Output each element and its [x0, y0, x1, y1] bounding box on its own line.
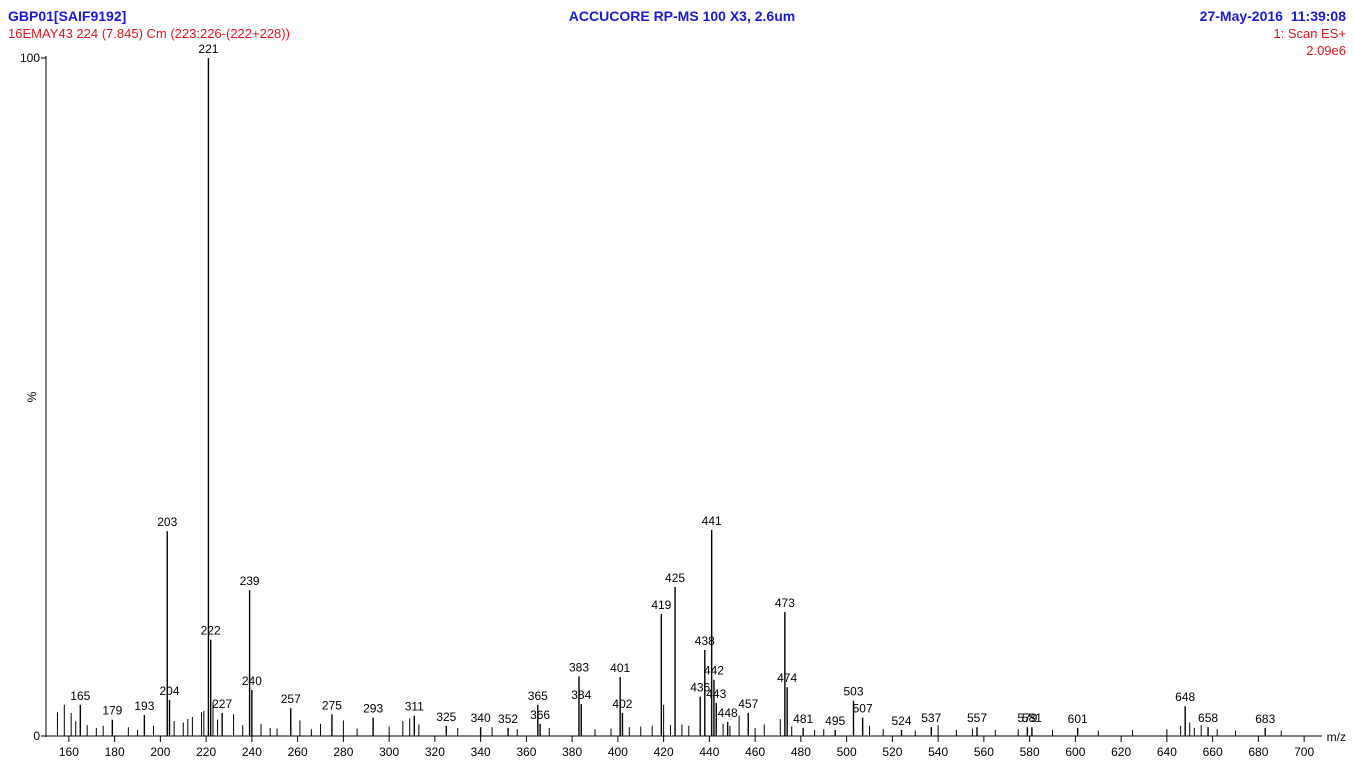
- peak-label: 507: [853, 702, 873, 716]
- peak-label: 165: [70, 689, 90, 703]
- peak-label: 441: [702, 514, 722, 528]
- peak-label: 658: [1198, 711, 1218, 725]
- peak-label: 537: [921, 711, 941, 725]
- peak-label: 179: [102, 704, 122, 718]
- x-tick-label: 180: [105, 745, 125, 759]
- x-tick-label: 300: [379, 745, 399, 759]
- x-tick-label: 420: [654, 745, 674, 759]
- x-tick-label: 340: [471, 745, 491, 759]
- x-tick-label: 240: [242, 745, 262, 759]
- peak-label: 442: [704, 664, 724, 678]
- peak-label: 293: [363, 702, 383, 716]
- peak-label: 311: [405, 700, 424, 714]
- scan-info: 16EMAY43 224 (7.845) Cm (223:226-(222+22…: [8, 26, 290, 41]
- x-tick-label: 660: [1203, 745, 1223, 759]
- x-tick-label: 280: [333, 745, 353, 759]
- x-tick-label: 700: [1294, 745, 1314, 759]
- peak-label: 227: [212, 697, 232, 711]
- x-tick-label: 620: [1111, 745, 1131, 759]
- peak-label: 474: [777, 671, 797, 685]
- peak-label: 221: [198, 42, 218, 56]
- peak-label: 325: [436, 710, 456, 724]
- peak-label: 473: [775, 596, 795, 610]
- peak-label: 203: [157, 515, 177, 529]
- peak-label: 239: [240, 574, 260, 588]
- x-tick-label: 400: [608, 745, 628, 759]
- scan-mode: 1: Scan ES+: [1273, 26, 1346, 41]
- peak-label: 222: [201, 624, 221, 638]
- peak-label: 557: [967, 711, 987, 725]
- peak-label: 419: [651, 598, 671, 612]
- x-tick-label: 600: [1065, 745, 1085, 759]
- y-tick-label: 100: [20, 51, 40, 65]
- x-tick-label: 260: [288, 745, 308, 759]
- peak-label: 648: [1175, 690, 1195, 704]
- x-tick-label: 200: [150, 745, 170, 759]
- x-tick-label: 580: [1020, 745, 1040, 759]
- peak-label: 457: [738, 697, 758, 711]
- y-axis-label: %: [25, 391, 39, 402]
- peak-label: 366: [530, 708, 550, 722]
- peak-label: 402: [612, 697, 632, 711]
- x-tick-label: 460: [745, 745, 765, 759]
- x-tick-label: 440: [699, 745, 719, 759]
- x-tick-label: 560: [974, 745, 994, 759]
- peak-label: 275: [322, 698, 342, 712]
- peak-label: 384: [571, 688, 591, 702]
- chart-title: ACCUCORE RP-MS 100 X3, 2.6um: [569, 8, 795, 24]
- peak-label: 601: [1068, 712, 1088, 726]
- x-tick-label: 640: [1157, 745, 1177, 759]
- peak-label: 503: [843, 685, 863, 699]
- peak-label: 352: [498, 712, 518, 726]
- x-tick-label: 520: [882, 745, 902, 759]
- x-axis-label: m/z: [1327, 730, 1346, 744]
- peak-label: 204: [160, 684, 180, 698]
- x-tick-label: 680: [1248, 745, 1268, 759]
- peak-label: 524: [892, 714, 912, 728]
- peak-label: 383: [569, 660, 589, 674]
- intensity-max: 2.09e6: [1306, 43, 1346, 58]
- peak-label: 340: [471, 711, 491, 725]
- peak-label: 425: [665, 571, 685, 585]
- x-tick-label: 380: [562, 745, 582, 759]
- x-tick-label: 500: [837, 745, 857, 759]
- peak-label: 481: [793, 712, 813, 726]
- x-tick-label: 360: [516, 745, 536, 759]
- x-tick-label: 540: [928, 745, 948, 759]
- peak-label: 257: [281, 692, 301, 706]
- datetime: 27-May-2016 11:39:08: [1200, 8, 1347, 24]
- peak-label: 240: [242, 674, 262, 688]
- y-tick-label: 0: [33, 729, 40, 743]
- x-tick-label: 480: [791, 745, 811, 759]
- peak-label: 581: [1022, 711, 1042, 725]
- peak-label: 448: [718, 706, 738, 720]
- x-tick-label: 320: [425, 745, 445, 759]
- peak-label: 443: [706, 687, 726, 701]
- peak-label: 438: [695, 634, 715, 648]
- x-tick-label: 160: [59, 745, 79, 759]
- sample-name: GBP01[SAIF9192]: [8, 8, 126, 24]
- peak-label: 401: [610, 661, 630, 675]
- peak-label: 193: [134, 699, 154, 713]
- x-tick-label: 220: [196, 745, 216, 759]
- peak-label: 495: [825, 714, 845, 728]
- peak-label: 579: [1017, 711, 1037, 725]
- peak-label: 365: [528, 689, 548, 703]
- peak-label: 683: [1255, 712, 1275, 726]
